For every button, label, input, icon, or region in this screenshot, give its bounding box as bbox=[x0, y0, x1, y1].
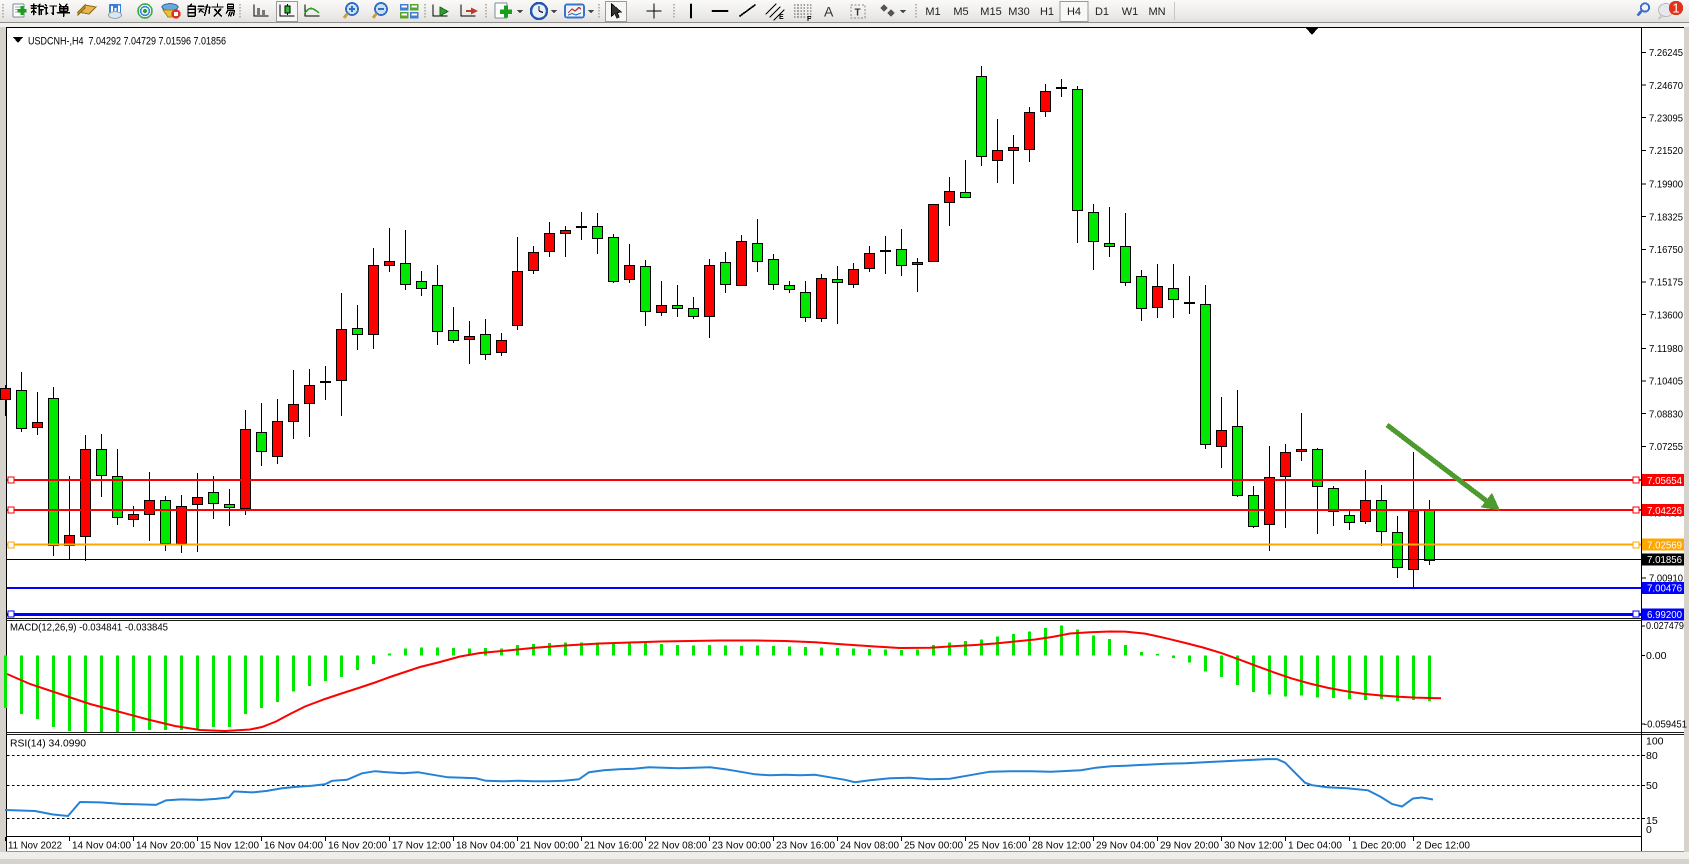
svg-text:7.15175: 7.15175 bbox=[1649, 277, 1683, 289]
svg-text:2 Dec 12:00: 2 Dec 12:00 bbox=[1416, 840, 1470, 852]
svg-text:25 Nov 16:00: 25 Nov 16:00 bbox=[968, 840, 1027, 852]
svg-text:M15: M15 bbox=[980, 6, 1001, 18]
svg-text:M1: M1 bbox=[925, 6, 940, 18]
svg-text:7.19900: 7.19900 bbox=[1649, 179, 1683, 191]
svg-text:W1: W1 bbox=[1122, 6, 1139, 18]
svg-text:15: 15 bbox=[1646, 815, 1658, 827]
svg-text:30 Nov 12:00: 30 Nov 12:00 bbox=[1224, 840, 1283, 852]
svg-text:15 Nov 12:00: 15 Nov 12:00 bbox=[200, 840, 259, 852]
svg-text:50: 50 bbox=[1646, 780, 1658, 792]
svg-text:0: 0 bbox=[1646, 824, 1652, 836]
svg-text:6.99200: 6.99200 bbox=[1647, 609, 1682, 621]
svg-text:USDCNH-,H4 7.04292 7.04729 7.: USDCNH-,H4 7.04292 7.04729 7.01596 7.018… bbox=[28, 36, 226, 48]
svg-text:7.01856: 7.01856 bbox=[1647, 554, 1682, 566]
svg-text:F: F bbox=[807, 16, 812, 23]
svg-text:14 Nov 04:00: 14 Nov 04:00 bbox=[72, 840, 131, 852]
svg-text:1 Dec 04:00: 1 Dec 04:00 bbox=[1288, 840, 1342, 852]
svg-text:1: 1 bbox=[1672, 1, 1679, 16]
svg-text:T: T bbox=[855, 8, 861, 19]
svg-text:7.23095: 7.23095 bbox=[1649, 112, 1683, 124]
svg-text:MACD(12,26,9) -0.034841 -0.033: MACD(12,26,9) -0.034841 -0.033845 bbox=[10, 622, 168, 634]
svg-text:-0.059451: -0.059451 bbox=[1644, 719, 1687, 731]
svg-text:7.02569: 7.02569 bbox=[1647, 539, 1682, 551]
svg-text:1 Dec 20:00: 1 Dec 20:00 bbox=[1352, 840, 1406, 852]
svg-text:18 Nov 04:00: 18 Nov 04:00 bbox=[456, 840, 515, 852]
svg-text:E: E bbox=[779, 14, 784, 21]
svg-text:0.00: 0.00 bbox=[1646, 650, 1667, 662]
svg-text:RSI(14) 34.0990: RSI(14) 34.0990 bbox=[10, 738, 86, 750]
svg-text:7.04226: 7.04226 bbox=[1647, 505, 1682, 517]
svg-text:7.21520: 7.21520 bbox=[1649, 145, 1683, 157]
svg-text:7.00910: 7.00910 bbox=[1649, 573, 1683, 585]
svg-text:100: 100 bbox=[1646, 736, 1664, 748]
svg-text:80: 80 bbox=[1646, 750, 1658, 762]
svg-text:29 Nov 20:00: 29 Nov 20:00 bbox=[1160, 840, 1219, 852]
svg-text:7.18325: 7.18325 bbox=[1649, 211, 1683, 223]
svg-text:21 Nov 00:00: 21 Nov 00:00 bbox=[520, 840, 579, 852]
svg-text:23 Nov 00:00: 23 Nov 00:00 bbox=[712, 840, 771, 852]
svg-text:7.05654: 7.05654 bbox=[1647, 475, 1682, 487]
svg-text:16 Nov 20:00: 16 Nov 20:00 bbox=[328, 840, 387, 852]
svg-text:22 Nov 08:00: 22 Nov 08:00 bbox=[648, 840, 707, 852]
svg-text:7.00476: 7.00476 bbox=[1647, 583, 1682, 595]
svg-text:7.11980: 7.11980 bbox=[1649, 343, 1683, 355]
svg-text:25 Nov 00:00: 25 Nov 00:00 bbox=[904, 840, 963, 852]
svg-text:D1: D1 bbox=[1095, 6, 1109, 18]
svg-text:24 Nov 08:00: 24 Nov 08:00 bbox=[840, 840, 899, 852]
svg-text:11 Nov 2022: 11 Nov 2022 bbox=[8, 840, 62, 852]
svg-text:23 Nov 16:00: 23 Nov 16:00 bbox=[776, 840, 835, 852]
svg-text:29 Nov 04:00: 29 Nov 04:00 bbox=[1096, 840, 1155, 852]
svg-text:H1: H1 bbox=[1040, 6, 1054, 18]
svg-text:H4: H4 bbox=[1067, 6, 1081, 18]
svg-text:A: A bbox=[824, 4, 834, 20]
svg-text:28 Nov 12:00: 28 Nov 12:00 bbox=[1032, 840, 1091, 852]
svg-text:7.26245: 7.26245 bbox=[1649, 47, 1683, 59]
svg-text:14 Nov 20:00: 14 Nov 20:00 bbox=[136, 840, 195, 852]
svg-text:M30: M30 bbox=[1008, 6, 1029, 18]
svg-text:17 Nov 12:00: 17 Nov 12:00 bbox=[392, 840, 451, 852]
svg-text:7.16750: 7.16750 bbox=[1649, 244, 1683, 256]
svg-text:21 Nov 16:00: 21 Nov 16:00 bbox=[584, 840, 643, 852]
svg-text:M5: M5 bbox=[953, 6, 968, 18]
svg-text:7.13600: 7.13600 bbox=[1649, 309, 1683, 321]
svg-text:7.24670: 7.24670 bbox=[1649, 80, 1683, 92]
svg-text:7.07255: 7.07255 bbox=[1649, 441, 1683, 453]
svg-text:16 Nov 04:00: 16 Nov 04:00 bbox=[264, 840, 323, 852]
svg-text:7.08830: 7.08830 bbox=[1649, 408, 1683, 420]
svg-text:7.10405: 7.10405 bbox=[1649, 376, 1683, 388]
svg-text:0.027479: 0.027479 bbox=[1646, 620, 1684, 632]
svg-text:MN: MN bbox=[1148, 6, 1165, 18]
